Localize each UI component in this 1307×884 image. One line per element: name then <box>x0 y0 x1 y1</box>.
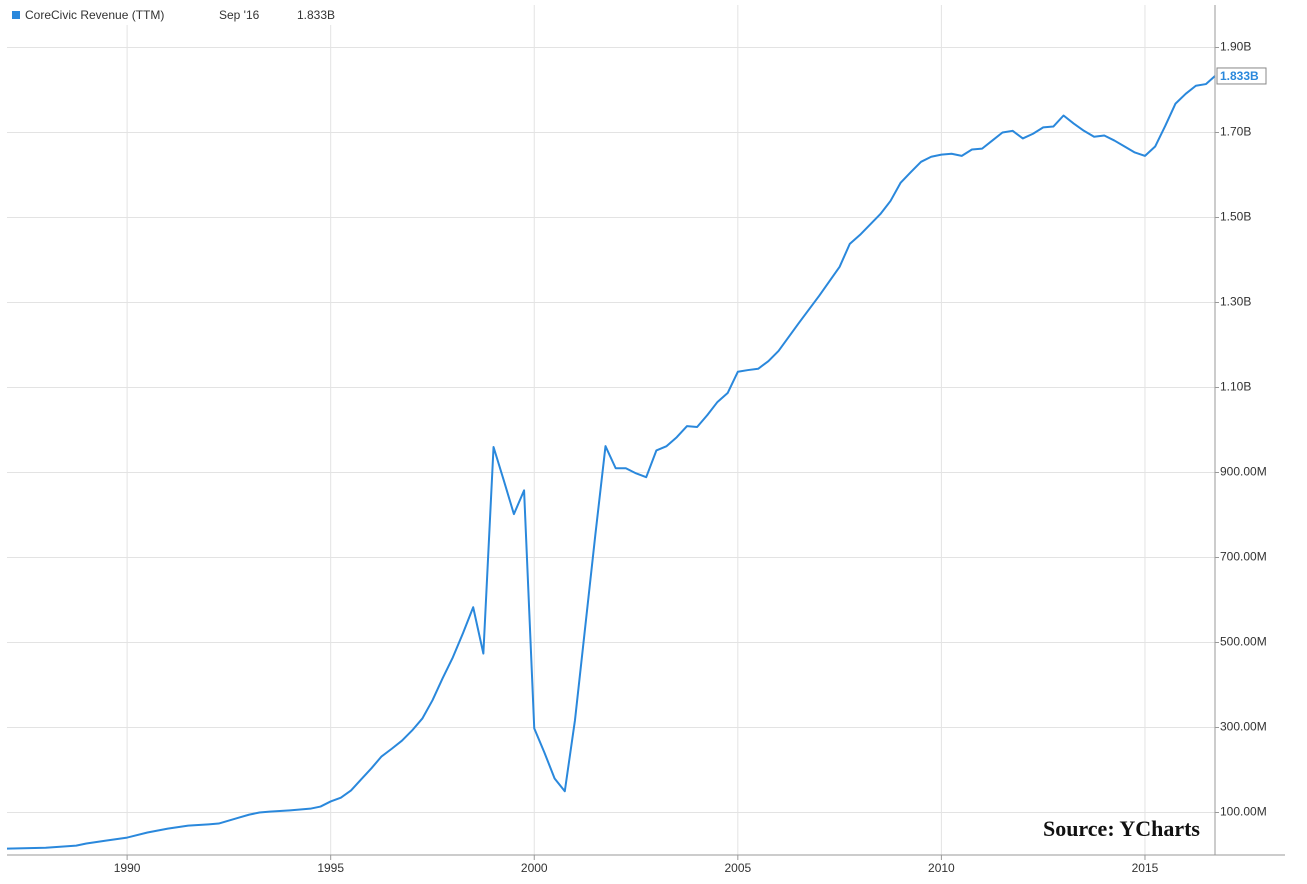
legend-swatch <box>12 11 20 19</box>
legend-label: CoreCivic Revenue (TTM) <box>25 8 164 22</box>
y-tick-label: 1.30B <box>1220 295 1251 309</box>
legend-date: Sep '16 <box>219 8 260 22</box>
line-series <box>6 75 1216 850</box>
x-tick-label: 2015 <box>1132 861 1159 875</box>
plot <box>6 75 1216 850</box>
x-tick-label: 2000 <box>521 861 548 875</box>
x-tick-label: 2010 <box>928 861 955 875</box>
y-tick-label: 900.00M <box>1220 465 1267 479</box>
y-tick-label: 100.00M <box>1220 805 1267 819</box>
x-tick-label: 1995 <box>317 861 344 875</box>
x-tick-label: 1990 <box>114 861 141 875</box>
y-tick-label: 300.00M <box>1220 720 1267 734</box>
legend-box <box>7 5 342 25</box>
value-label: 1.833B <box>1220 69 1259 83</box>
x-tick-label: 2005 <box>724 861 751 875</box>
y-tick-label: 700.00M <box>1220 550 1267 564</box>
y-tick-label: 1.50B <box>1220 210 1251 224</box>
y-tick-label: 1.70B <box>1220 125 1251 139</box>
grid <box>7 5 1215 855</box>
y-tick-label: 1.90B <box>1220 40 1251 54</box>
y-tick-label: 1.10B <box>1220 380 1251 394</box>
value-label-box <box>1216 67 1267 85</box>
source-annotation: Source: YCharts <box>1043 816 1200 841</box>
legend-value: 1.833B <box>297 8 335 22</box>
y-tick-label: 500.00M <box>1220 635 1267 649</box>
